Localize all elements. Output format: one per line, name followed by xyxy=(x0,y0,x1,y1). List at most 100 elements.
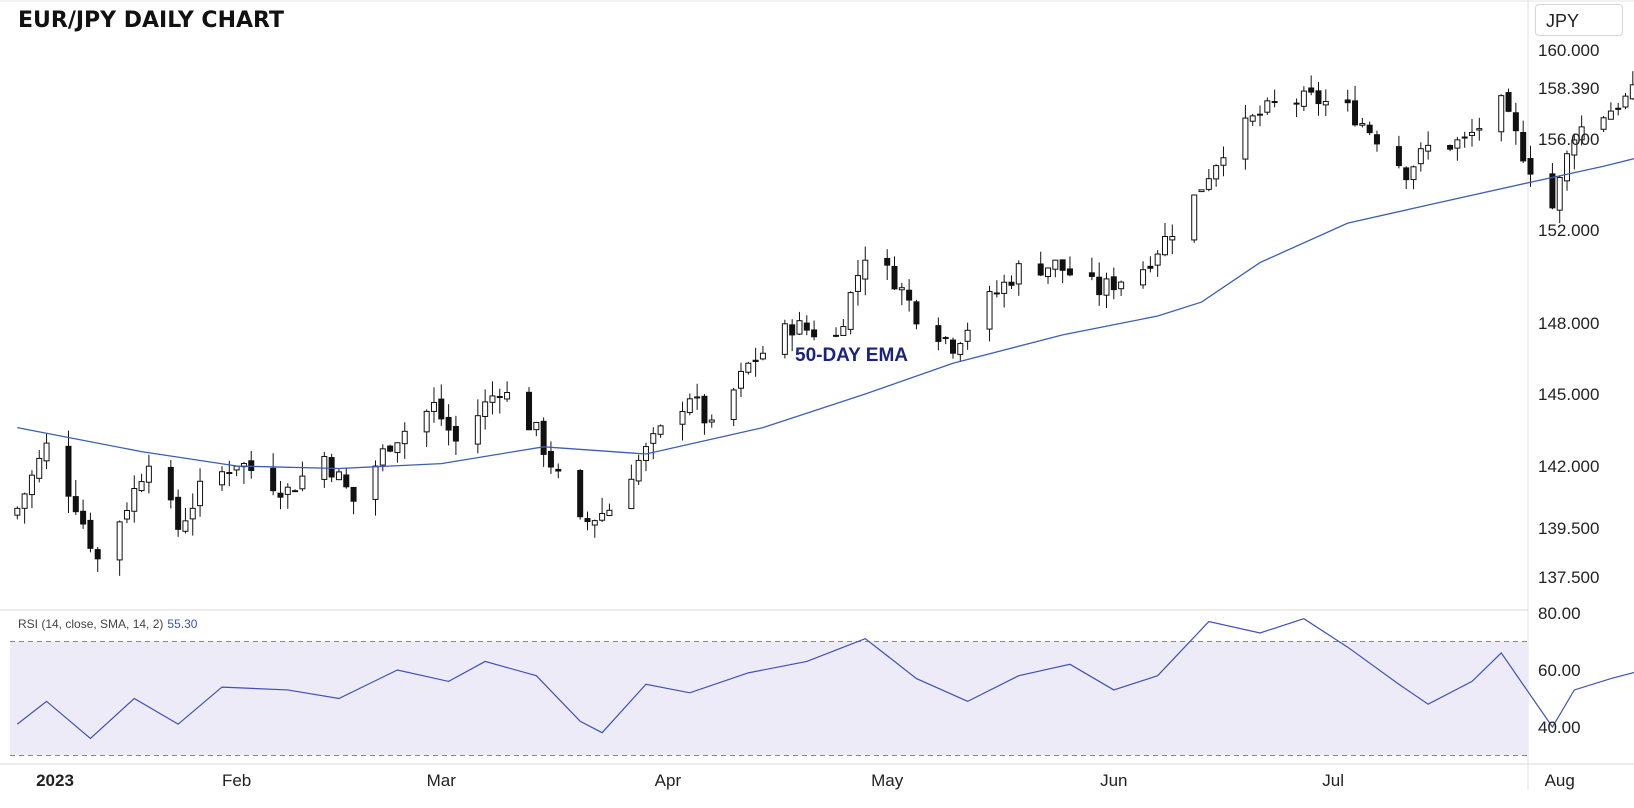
candle-body xyxy=(1220,157,1227,166)
candle-body xyxy=(482,401,489,417)
price-tick-label: 158.390 xyxy=(1538,79,1599,98)
candle xyxy=(738,362,744,398)
candle xyxy=(138,473,145,493)
candle xyxy=(1564,150,1571,191)
candle xyxy=(1059,259,1066,284)
candle-body xyxy=(1410,166,1417,181)
candle xyxy=(1520,120,1527,164)
candle xyxy=(1008,275,1015,289)
candle-body xyxy=(840,326,847,336)
candle-body xyxy=(1161,236,1168,256)
candle-body xyxy=(1147,265,1154,269)
candle-body xyxy=(387,445,394,452)
candle-body xyxy=(452,426,459,442)
candle-body xyxy=(87,519,94,549)
candle xyxy=(686,393,693,416)
candle-body xyxy=(1600,117,1607,130)
candle-body xyxy=(686,398,693,414)
candle-body xyxy=(328,457,335,478)
candle xyxy=(1359,117,1366,128)
candle xyxy=(284,483,291,509)
candle-body xyxy=(167,466,174,501)
candle xyxy=(1271,89,1278,108)
candle-body xyxy=(430,402,437,412)
candle xyxy=(1498,94,1505,142)
candle-body xyxy=(248,460,255,472)
candle xyxy=(547,441,554,474)
candle-body xyxy=(884,257,891,266)
candle-body xyxy=(942,337,949,340)
candle xyxy=(1257,105,1264,127)
candle xyxy=(387,444,394,453)
candle-body xyxy=(935,325,942,342)
candle-body xyxy=(445,416,452,431)
candle-body xyxy=(540,420,547,455)
candle xyxy=(1220,146,1227,177)
candle-body xyxy=(379,448,386,466)
candle-body xyxy=(1366,124,1373,134)
candle xyxy=(65,430,72,514)
rsi-band xyxy=(10,641,1528,756)
candle-body xyxy=(277,492,284,498)
candle xyxy=(1549,163,1556,210)
candle xyxy=(694,383,701,410)
candle xyxy=(854,259,861,306)
candle-body xyxy=(226,472,233,475)
currency-scale-button[interactable]: JPY xyxy=(1535,4,1623,36)
candle-body xyxy=(1059,259,1066,271)
candle-body xyxy=(423,410,430,433)
candle-body xyxy=(1118,281,1125,290)
candle xyxy=(898,282,905,306)
candle xyxy=(1469,118,1475,147)
candle-body xyxy=(1549,173,1556,209)
candle xyxy=(131,475,138,523)
time-axis-label: Aug xyxy=(1545,771,1575,790)
candle xyxy=(1556,175,1563,224)
candle-body xyxy=(533,421,540,431)
candle-body xyxy=(854,275,861,292)
candle-body xyxy=(1242,117,1249,160)
candle-body xyxy=(957,343,964,355)
candle xyxy=(803,315,810,336)
candle xyxy=(1096,262,1103,306)
candle xyxy=(540,417,547,467)
candle xyxy=(123,502,130,524)
candle-body xyxy=(335,471,342,481)
candle-body xyxy=(1564,153,1571,182)
rsi-tick-label: 40.00 xyxy=(1538,718,1581,737)
candle-body xyxy=(547,450,554,468)
candle xyxy=(1037,251,1044,277)
ema-50-line xyxy=(17,158,1634,470)
candle-body xyxy=(1520,132,1527,162)
candle-body xyxy=(284,486,291,495)
rsi-legend-label: RSI (14, close, SMA, 14, 2) xyxy=(18,617,164,631)
candle-body xyxy=(796,320,803,335)
candle xyxy=(372,460,379,516)
candle-body xyxy=(1322,101,1329,106)
candle xyxy=(1015,260,1022,296)
candle xyxy=(218,466,225,492)
candle xyxy=(1527,145,1534,187)
candle-body xyxy=(1498,95,1505,133)
candle xyxy=(650,427,657,460)
candle-body xyxy=(1469,131,1475,136)
candle-body xyxy=(811,329,818,338)
candle-body xyxy=(65,445,72,497)
candle-body xyxy=(233,465,240,471)
candle xyxy=(270,453,277,496)
candle-body xyxy=(1249,115,1256,122)
candle xyxy=(1308,75,1315,96)
candle-body xyxy=(1052,259,1059,270)
candle xyxy=(1140,261,1147,289)
candle xyxy=(606,503,613,517)
candle xyxy=(277,480,284,510)
candle-body xyxy=(759,352,766,360)
candle-body xyxy=(1417,148,1424,165)
candle-body xyxy=(803,322,810,331)
candle-body xyxy=(891,265,898,290)
candle xyxy=(197,468,204,517)
candle xyxy=(555,463,562,479)
price-tick-label: 160.000 xyxy=(1538,41,1599,60)
candle xyxy=(1198,189,1205,193)
